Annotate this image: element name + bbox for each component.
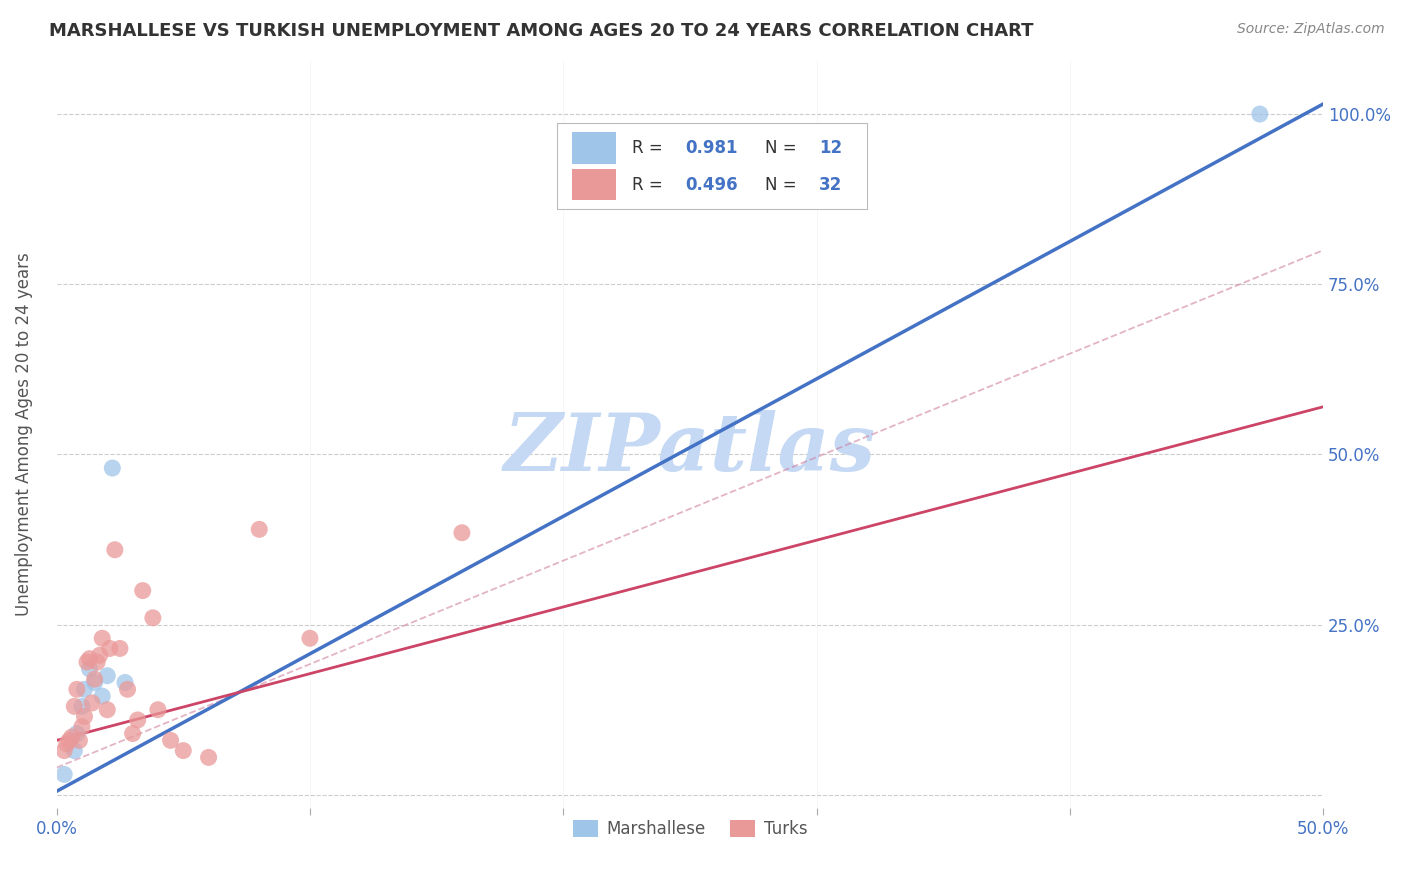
Point	[73, 682, 96, 697]
Point	[86, 655, 108, 669]
Point	[70, 699, 93, 714]
Text: R =: R =	[631, 176, 668, 194]
Point	[298, 632, 321, 646]
Point	[1249, 107, 1271, 121]
Point	[104, 542, 127, 557]
Point	[53, 743, 76, 757]
Point	[67, 733, 90, 747]
Point	[451, 525, 474, 540]
Text: N =: N =	[765, 176, 801, 194]
Point	[80, 696, 103, 710]
Point	[146, 703, 169, 717]
Point	[142, 611, 165, 625]
Point	[172, 743, 194, 757]
Point	[91, 632, 114, 646]
Point	[83, 672, 105, 686]
Point	[55, 737, 77, 751]
Point	[63, 699, 86, 714]
FancyBboxPatch shape	[572, 132, 616, 164]
Point	[63, 743, 86, 757]
Point	[96, 703, 118, 717]
Text: R =: R =	[631, 139, 668, 157]
Point	[159, 733, 181, 747]
Point	[121, 726, 143, 740]
Point	[83, 675, 105, 690]
Legend: Marshallese, Turks: Marshallese, Turks	[567, 814, 814, 845]
Point	[79, 651, 101, 665]
Point	[96, 669, 118, 683]
FancyBboxPatch shape	[557, 123, 868, 210]
Point	[53, 767, 76, 781]
Text: Source: ZipAtlas.com: Source: ZipAtlas.com	[1237, 22, 1385, 37]
Point	[60, 730, 83, 744]
Y-axis label: Unemployment Among Ages 20 to 24 years: Unemployment Among Ages 20 to 24 years	[15, 252, 32, 615]
Point	[58, 733, 80, 747]
Point	[66, 682, 89, 697]
Point	[132, 583, 155, 598]
Point	[70, 720, 93, 734]
Point	[73, 709, 96, 723]
FancyBboxPatch shape	[572, 169, 616, 201]
Text: 32: 32	[820, 176, 842, 194]
Text: ZIPatlas: ZIPatlas	[503, 410, 876, 488]
Text: MARSHALLESE VS TURKISH UNEMPLOYMENT AMONG AGES 20 TO 24 YEARS CORRELATION CHART: MARSHALLESE VS TURKISH UNEMPLOYMENT AMON…	[49, 22, 1033, 40]
Text: 0.496: 0.496	[685, 176, 737, 194]
Point	[79, 662, 101, 676]
Point	[66, 726, 89, 740]
Point	[114, 675, 136, 690]
Point	[247, 522, 270, 536]
Point	[89, 648, 111, 663]
Point	[127, 713, 149, 727]
Point	[98, 641, 121, 656]
Text: 0.981: 0.981	[685, 139, 737, 157]
Point	[91, 689, 114, 703]
Point	[101, 461, 124, 475]
Point	[108, 641, 131, 656]
Text: 12: 12	[820, 139, 842, 157]
Point	[117, 682, 139, 697]
Point	[76, 655, 98, 669]
Text: N =: N =	[765, 139, 801, 157]
Point	[197, 750, 219, 764]
